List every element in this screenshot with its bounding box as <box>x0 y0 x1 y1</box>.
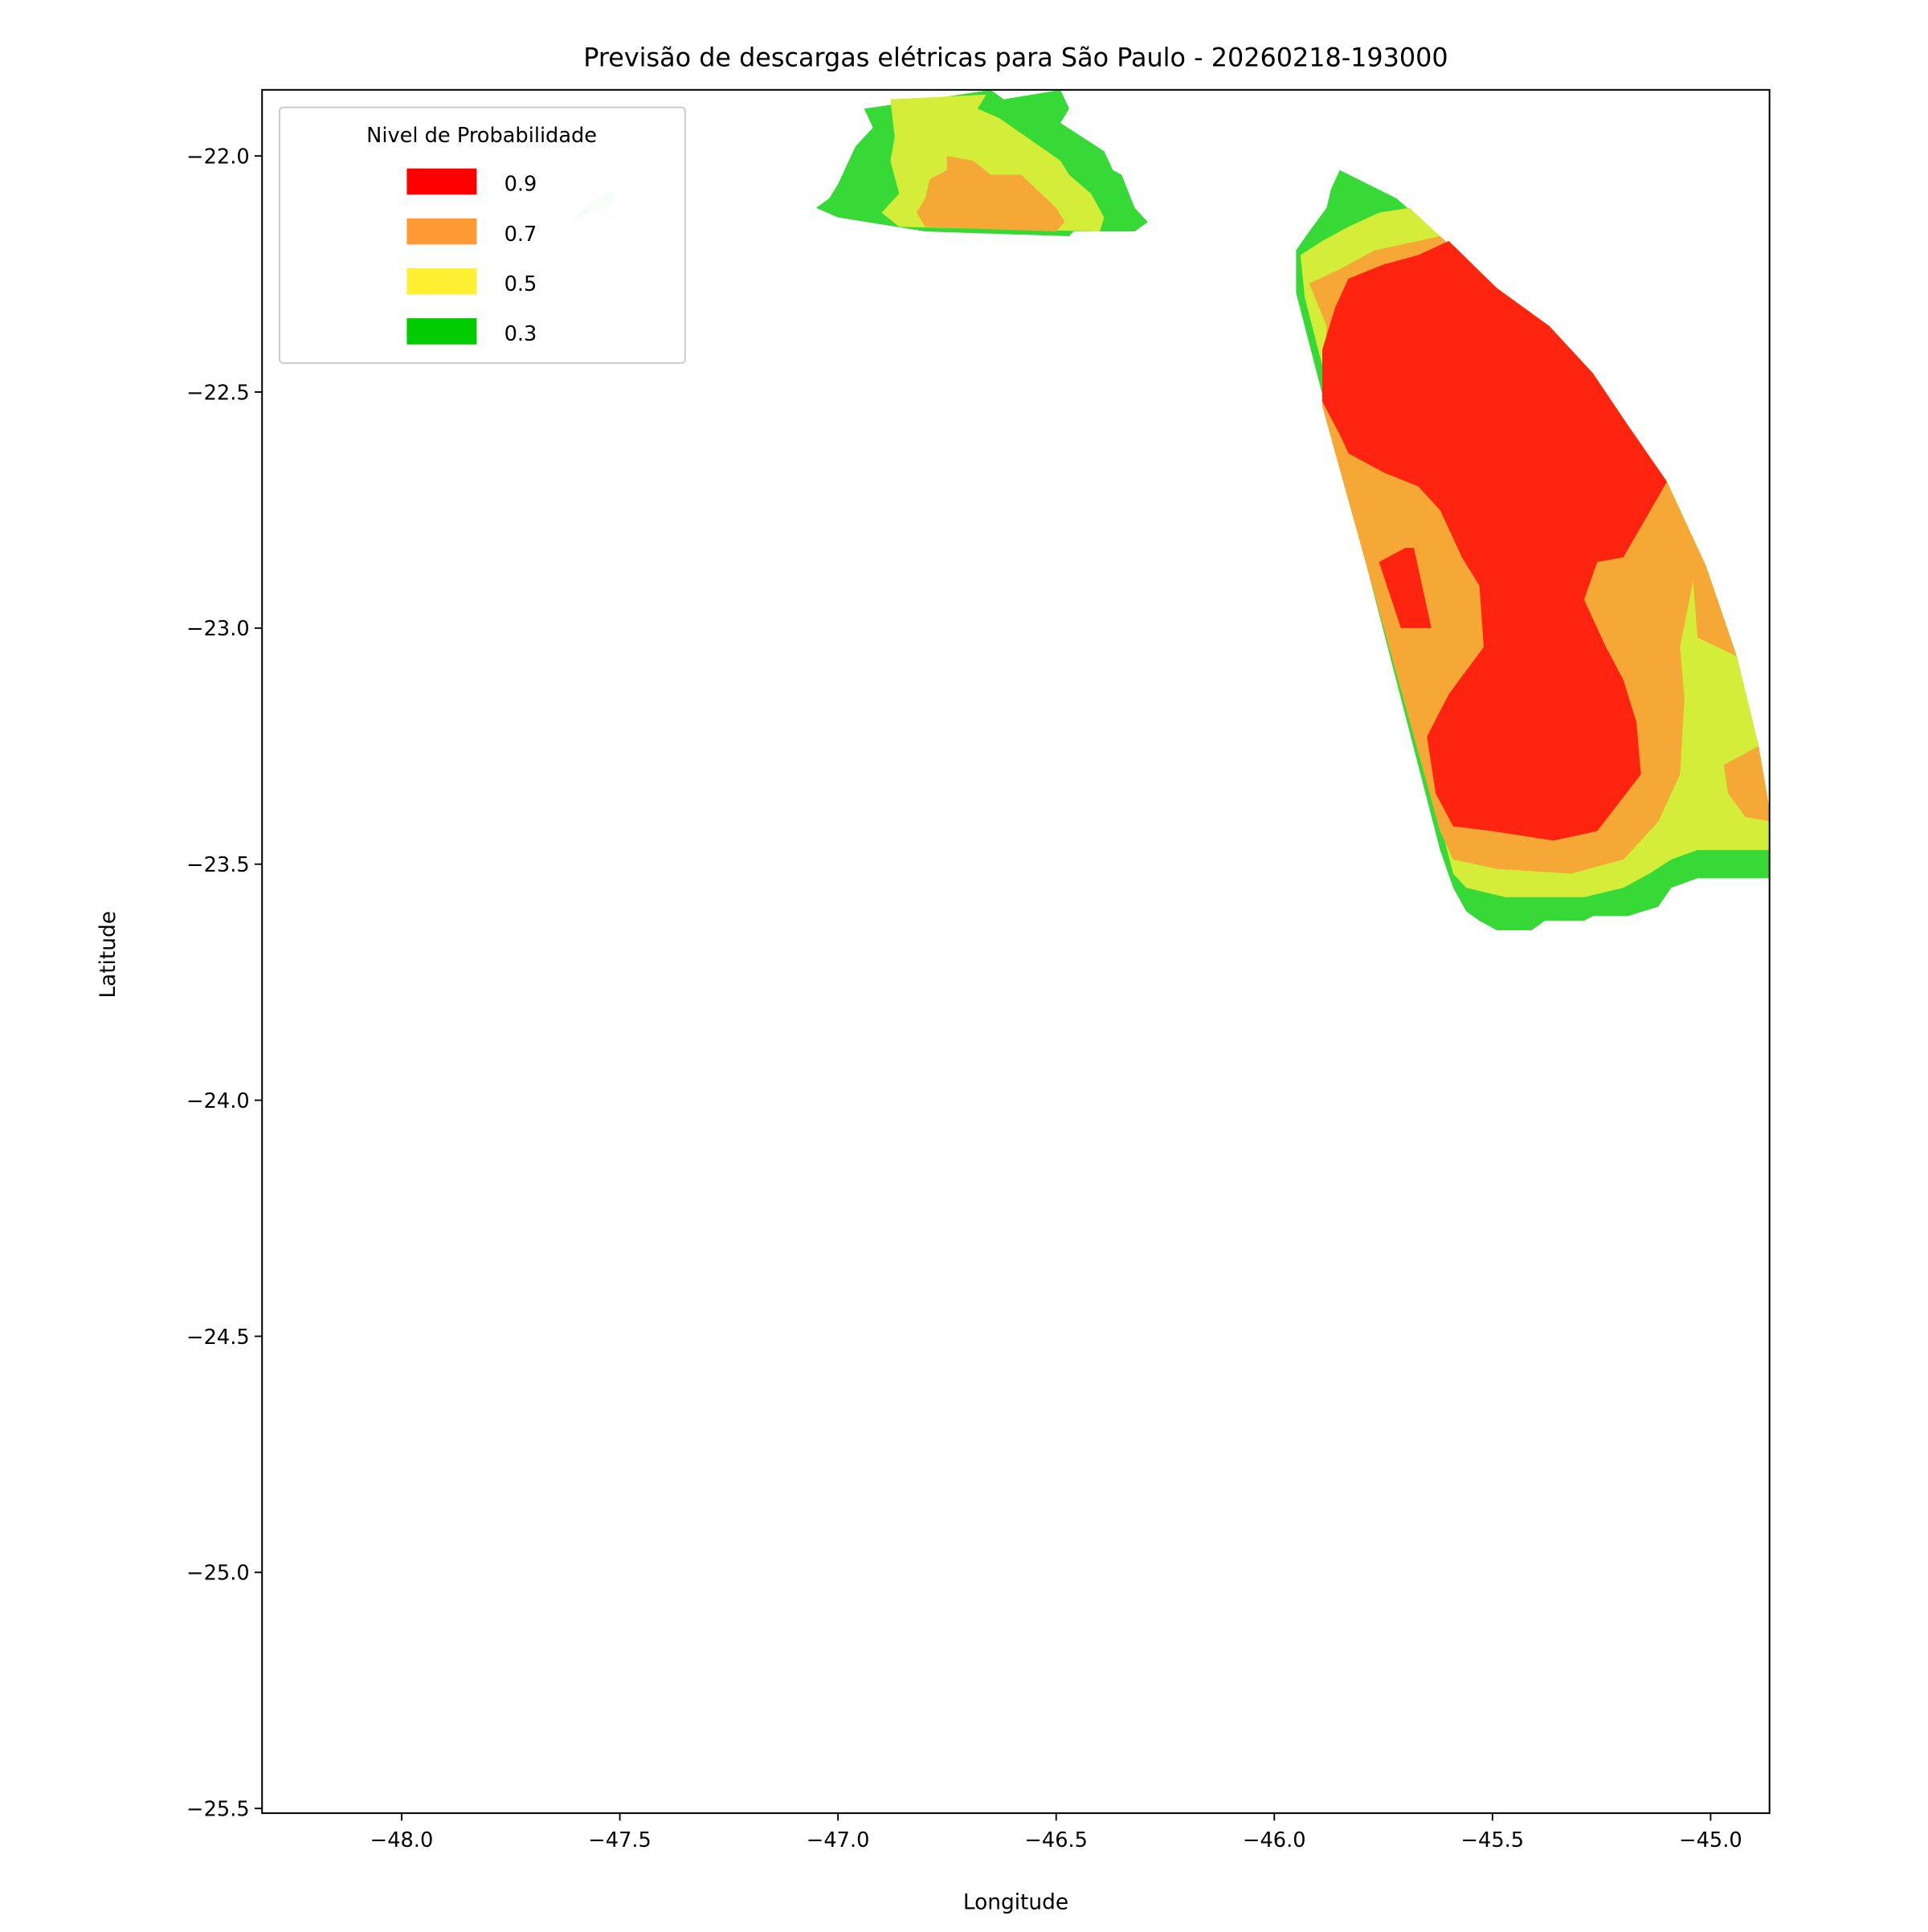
legend: Nivel de Probabilidade 0.9 0.7 0.5 0.3 <box>278 106 686 365</box>
legend-entries: 0.9 0.7 0.5 0.3 <box>406 168 537 346</box>
y-tick-label: −25.0 <box>186 1562 250 1586</box>
x-tick-label: −45.0 <box>1679 1828 1742 1852</box>
x-axis-ticks: −48.0 −47.5 −47.0 −46.5 −46.0 −45.5 −45.0 <box>370 1813 1742 1852</box>
x-tick-label: −47.5 <box>588 1828 652 1852</box>
y-axis-label: Latitude <box>96 911 120 999</box>
legend-label: 0.5 <box>504 272 537 296</box>
legend-swatch <box>406 168 477 195</box>
y-tick-label: −23.5 <box>186 853 250 877</box>
legend-label: 0.3 <box>504 322 537 346</box>
legend-swatch <box>406 218 477 245</box>
legend-title: Nivel de Probabilidade <box>366 124 597 148</box>
contour-region-09-8 <box>1321 240 1668 841</box>
chart-title: Previsão de descargas elétricas para São… <box>583 42 1448 72</box>
axes-frame <box>261 88 1771 1815</box>
y-tick-label: −24.5 <box>186 1325 250 1350</box>
x-tick-label: −45.5 <box>1461 1828 1525 1852</box>
legend-swatch <box>406 318 477 345</box>
y-axis-ticks: −22.0 −22.5 −23.0 −23.5 −24.0 −24.5 −25.0 −25.5 <box>186 145 263 1822</box>
x-tick-label: −47.0 <box>807 1828 870 1852</box>
y-tick-label: −22.5 <box>186 381 250 405</box>
legend-swatch <box>406 268 477 295</box>
x-tick-label: −48.0 <box>370 1828 434 1852</box>
legend-label: 0.7 <box>504 223 537 247</box>
x-tick-label: −46.0 <box>1243 1828 1306 1852</box>
legend-box <box>278 106 686 365</box>
y-tick-label: −22.0 <box>186 145 250 169</box>
contour-region-07-7 <box>1723 745 1770 822</box>
y-tick-label: −23.0 <box>186 617 250 641</box>
y-tick-label: −24.0 <box>186 1089 250 1113</box>
x-tick-label: −46.5 <box>1024 1828 1088 1852</box>
legend-label: 0.9 <box>504 173 537 197</box>
contour-region-09-9 <box>1379 547 1432 628</box>
contour-region-07-2 <box>916 156 1065 232</box>
x-axis-label: Longitude <box>963 1890 1068 1915</box>
y-tick-label: −25.5 <box>186 1798 250 1822</box>
contour-regions <box>571 89 1770 931</box>
